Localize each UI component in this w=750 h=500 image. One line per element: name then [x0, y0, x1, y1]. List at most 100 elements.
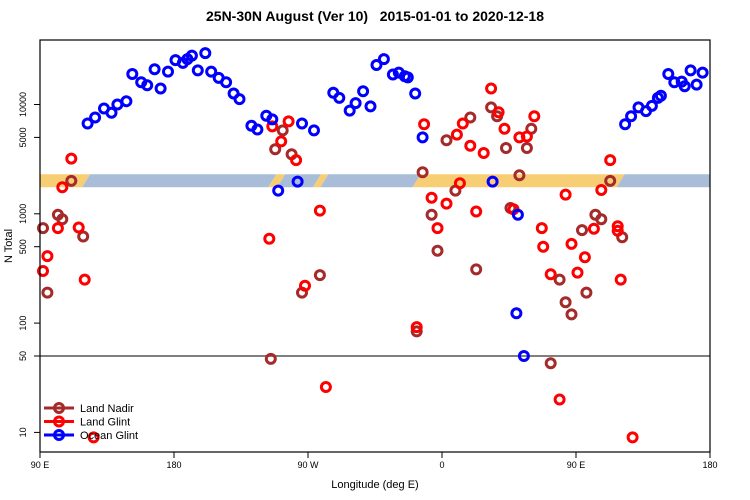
data-point-ocean-glint	[272, 184, 285, 197]
data-point-land-glint	[587, 222, 600, 235]
x-axis-title: Longitude (deg E)	[331, 479, 418, 491]
data-point-land-glint	[626, 431, 639, 444]
data-point-land-nadir	[580, 286, 593, 299]
band-segment-blue	[277, 174, 321, 188]
data-point-land-glint	[553, 393, 566, 406]
data-point-land-nadir	[470, 263, 483, 276]
y-tick-label: 100	[18, 316, 28, 331]
x-tick-label: 90 E	[567, 460, 586, 470]
legend-marker	[53, 402, 65, 414]
data-point-ocean-glint	[625, 110, 638, 123]
data-point-land-nadir	[520, 142, 533, 154]
data-point-land-glint	[266, 120, 279, 133]
data-point-land-glint	[498, 122, 511, 135]
data-point-land-nadir	[513, 169, 526, 182]
data-point-land-nadir	[77, 230, 90, 243]
legend-label: Land Glint	[80, 417, 130, 429]
data-point-land-nadir	[416, 166, 429, 179]
band-segment-blue	[320, 174, 421, 188]
data-point-ocean-glint	[154, 82, 167, 95]
data-point-land-glint	[477, 147, 490, 159]
data-point-land-nadir	[559, 296, 572, 309]
data-point-ocean-glint	[370, 59, 383, 71]
data-point-ocean-glint	[696, 66, 709, 79]
data-point-land-nadir	[464, 111, 477, 124]
data-point-land-nadir	[500, 142, 512, 154]
data-point-land-nadir	[544, 357, 557, 370]
data-point-land-glint	[275, 135, 288, 148]
data-point-land-nadir	[313, 269, 326, 282]
data-point-land-glint	[537, 240, 550, 253]
data-point-land-nadir	[269, 143, 282, 156]
data-point-land-glint	[78, 273, 91, 286]
data-point-ocean-glint	[645, 99, 658, 112]
band-segment-blue	[616, 174, 710, 188]
data-point-ocean-glint	[333, 91, 346, 104]
data-point-ocean-glint	[401, 71, 414, 84]
data-point-ocean-glint	[291, 175, 304, 188]
data-point-land-nadir	[425, 208, 438, 221]
legend-label: Land Nadir	[80, 403, 134, 415]
data-point-ocean-glint	[684, 64, 697, 77]
data-point-land-glint	[453, 177, 466, 190]
data-point-ocean-glint	[185, 49, 198, 62]
data-point-ocean-glint	[126, 68, 139, 80]
data-point-land-glint	[87, 431, 100, 444]
data-point-land-glint	[37, 265, 49, 277]
data-point-ocean-glint	[678, 80, 691, 93]
data-point-ocean-glint	[343, 104, 356, 117]
legend-marker	[53, 415, 65, 428]
data-point-ocean-glint	[89, 111, 102, 124]
data-point-land-glint	[614, 273, 627, 286]
data-point-land-glint	[595, 184, 608, 196]
data-point-ocean-glint	[220, 76, 233, 89]
data-point-land-nadir	[410, 325, 423, 338]
data-point-land-glint	[56, 181, 69, 194]
data-point-land-nadir	[604, 174, 617, 187]
data-point-land-nadir	[576, 224, 588, 237]
data-point-land-nadir	[264, 352, 277, 365]
y-axis-title: N Total	[3, 229, 15, 263]
data-point-ocean-glint	[364, 100, 377, 113]
data-point-land-glint	[410, 321, 423, 334]
data-point-land-glint	[440, 197, 453, 210]
data-point-ocean-glint	[416, 131, 429, 144]
legend-marker	[53, 429, 65, 441]
data-point-land-nadir	[65, 174, 78, 187]
data-point-ocean-glint	[162, 65, 174, 78]
data-point-ocean-glint	[377, 53, 390, 66]
data-point-land-glint	[578, 251, 591, 264]
y-tick-label: 1000	[18, 204, 28, 224]
data-point-land-nadir	[41, 286, 54, 299]
x-tick-label: 180	[166, 460, 181, 470]
plot-area	[40, 40, 710, 452]
data-point-ocean-glint	[409, 87, 422, 100]
data-point-ocean-glint	[349, 97, 362, 110]
y-tick-label: 500	[18, 239, 28, 254]
data-point-land-glint	[418, 118, 431, 131]
data-point-land-glint	[290, 154, 303, 167]
data-point-land-glint	[611, 224, 624, 237]
chart-title: 25N-30N August (Ver 10) 2015-01-01 to 20…	[206, 8, 544, 24]
data-point-land-glint	[492, 106, 505, 119]
y-tick-label: 10	[18, 427, 28, 437]
data-point-ocean-glint	[486, 175, 499, 188]
band-segment-blue	[82, 174, 277, 188]
data-point-land-glint	[611, 220, 624, 233]
data-point-ocean-glint	[296, 117, 308, 130]
data-point-ocean-glint	[205, 65, 218, 78]
data-point-ocean-glint	[251, 123, 264, 136]
plot-border	[39, 39, 711, 453]
data-point-ocean-glint	[517, 350, 530, 362]
data-point-ocean-glint	[141, 79, 154, 92]
data-point-ocean-glint	[654, 89, 667, 102]
data-point-ocean-glint	[619, 118, 632, 131]
data-point-land-glint	[464, 139, 477, 152]
data-point-ocean-glint	[662, 68, 675, 80]
data-point-ocean-glint	[148, 63, 161, 76]
data-point-land-glint	[450, 128, 463, 141]
y-tick-label: 5000	[18, 127, 28, 147]
data-point-land-glint	[313, 204, 326, 217]
y-tick-label: 10000	[18, 92, 28, 117]
